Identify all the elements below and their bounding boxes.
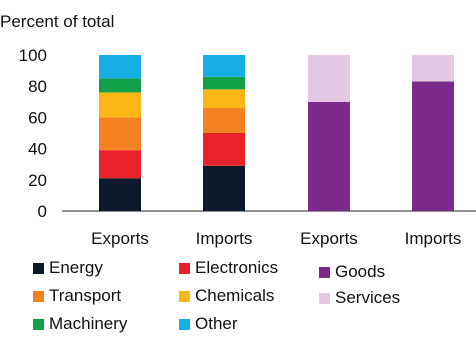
x-axis-labels: Exports Imports Exports Imports [91, 229, 461, 248]
y-tick-label: 0 [38, 202, 47, 221]
y-tick-label: 60 [28, 108, 47, 127]
legend-item-goods: Goods [319, 262, 385, 282]
x-tick-label: Exports [300, 229, 358, 248]
x-tick-label: Exports [91, 229, 149, 248]
legend-swatch [179, 318, 190, 330]
legend-label: Chemicals [195, 286, 275, 305]
legend-swatch [319, 292, 330, 304]
legend-swatch [33, 290, 44, 302]
bar-segment-electronics [203, 133, 245, 166]
legend-item-energy: Energy [33, 258, 103, 278]
bar-segment-other [203, 55, 245, 77]
bar-segment-transport [99, 117, 141, 151]
legend-swatch [319, 266, 330, 278]
y-tick-label: 80 [28, 77, 47, 96]
legend-swatch [33, 318, 44, 330]
bar-segment-services [308, 55, 350, 102]
bar-segment-energy [203, 165, 245, 211]
legend-label: Electronics [195, 258, 279, 277]
y-axis-ticks: 0 20 40 60 80 100 [19, 46, 47, 221]
bar-segment-goods [308, 101, 350, 211]
legend-swatch [179, 290, 190, 302]
legend-item-other: Other [179, 314, 238, 334]
legend-item-chemicals: Chemicals [179, 286, 274, 306]
y-tick-label: 20 [28, 171, 47, 190]
bar-segment-services [412, 55, 454, 82]
bar-segment-machinery [99, 78, 141, 93]
legend-label: Transport [49, 286, 122, 305]
x-tick-label: Imports [196, 229, 253, 248]
legend-item-transport: Transport [33, 286, 121, 306]
legend-label: Goods [335, 262, 386, 281]
bar-segment-transport [203, 108, 245, 133]
bar-segment-chemicals [203, 89, 245, 109]
legend-label: Other [195, 314, 238, 333]
y-tick-label: 100 [19, 46, 47, 65]
bar-segment-electronics [99, 150, 141, 179]
legend-swatch [179, 262, 190, 274]
legend-item-machinery: Machinery [33, 314, 127, 334]
legend-label: Energy [49, 258, 103, 277]
legend-item-electronics: Electronics [179, 258, 278, 278]
bars [99, 55, 454, 212]
bar-segment-chemicals [99, 92, 141, 118]
bar-segment-goods [412, 81, 454, 212]
bar-segment-other [99, 55, 141, 79]
legend-item-services: Services [319, 288, 400, 308]
x-tick-label: Imports [405, 229, 462, 248]
y-axis-label: Percent of total [0, 12, 114, 31]
bar-segment-machinery [203, 76, 245, 90]
legend-label: Machinery [49, 314, 128, 333]
y-tick-label: 40 [28, 140, 47, 159]
legend-swatch [33, 262, 44, 274]
legend-label: Services [335, 288, 401, 307]
bar-segment-energy [99, 178, 141, 211]
